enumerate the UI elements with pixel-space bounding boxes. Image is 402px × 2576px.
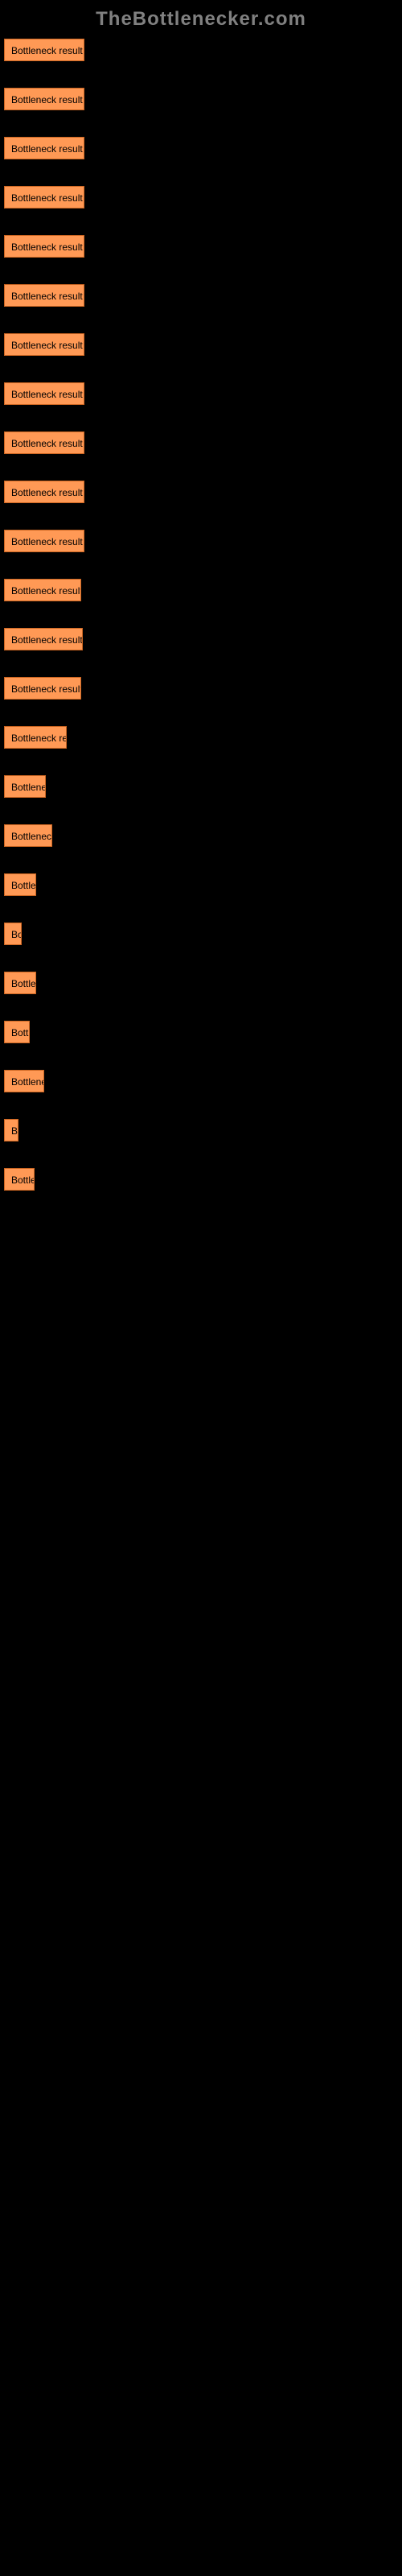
bottleneck-result-item[interactable]: Bottleneck result xyxy=(4,873,36,896)
bottleneck-result-item[interactable]: Bottleneck result xyxy=(4,775,46,798)
bottleneck-result-item[interactable]: Bottleneck result xyxy=(4,382,84,405)
bottleneck-result-item[interactable]: Bottleneck result xyxy=(4,431,84,454)
bottleneck-result-item[interactable]: Bottleneck result xyxy=(4,1070,44,1092)
bottleneck-result-item[interactable]: Bottleneck result xyxy=(4,628,83,650)
bottleneck-result-item[interactable]: Bottleneck result xyxy=(4,284,84,307)
bottleneck-result-item[interactable]: Bottleneck result xyxy=(4,1021,30,1043)
bottleneck-result-item[interactable]: Bottleneck result xyxy=(4,186,84,208)
bottleneck-result-item[interactable]: Bottleneck result xyxy=(4,530,84,552)
bottleneck-result-item[interactable]: Bottleneck result xyxy=(4,88,84,110)
bottleneck-result-item[interactable]: Bottleneck result xyxy=(4,579,81,601)
bottleneck-result-item[interactable]: Bottleneck result xyxy=(4,333,84,356)
bottleneck-result-item[interactable]: Bottleneck result xyxy=(4,824,52,847)
bottleneck-result-item[interactable]: Bottleneck result xyxy=(4,1168,35,1191)
bottleneck-result-item[interactable]: Bottleneck result xyxy=(4,235,84,258)
bottleneck-result-item[interactable]: Bottleneck result xyxy=(4,1119,18,1141)
bottleneck-result-item[interactable]: Bottleneck result xyxy=(4,677,81,700)
bottleneck-result-item[interactable]: Bottleneck result xyxy=(4,923,22,945)
results-list: Bottleneck result Bottleneck result Bottle… xyxy=(0,39,402,1217)
bottleneck-result-item[interactable]: Bottleneck result xyxy=(4,972,36,994)
site-header: TheBottlenecker.com xyxy=(0,0,402,39)
bottleneck-result-item[interactable]: Bottleneck result xyxy=(4,481,84,503)
bottleneck-result-item[interactable]: Bottleneck result xyxy=(4,39,84,61)
bottleneck-result-item[interactable]: Bottleneck result xyxy=(4,726,67,749)
bottleneck-result-item[interactable]: Bottleneck result xyxy=(4,137,84,159)
